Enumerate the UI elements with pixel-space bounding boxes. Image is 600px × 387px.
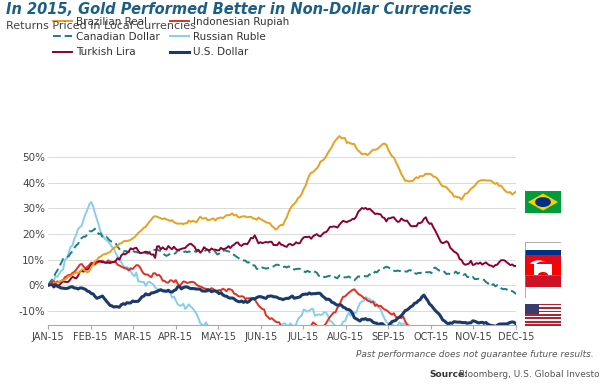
Russian Ruble [124, 265, 131, 269]
Canadian Dollar [496, 283, 503, 288]
Russian Ruble [479, 358, 486, 362]
Bar [552, 264, 561, 286]
Russian Ruble [240, 353, 247, 358]
Indonesian Rupiah [512, 365, 520, 370]
Bar [525, 316, 561, 317]
Canadian Dollar [44, 283, 52, 288]
Line: U.S. Dollar: U.S. Dollar [48, 284, 516, 329]
Text: Returns Priced in Local Currencies: Returns Priced in Local Currencies [6, 21, 196, 31]
Bar [525, 276, 561, 287]
Brazilian Real [232, 212, 239, 217]
Russian Ruble [317, 313, 324, 317]
Indonesian Rupiah [44, 283, 52, 288]
U.S. Dollar [124, 300, 131, 305]
Bar [525, 321, 561, 323]
U.S. Dollar [52, 282, 59, 287]
Turkish Lira [50, 285, 57, 290]
Bar [525, 307, 561, 309]
Bar [525, 309, 561, 310]
Canadian Dollar [370, 272, 377, 276]
Canadian Dollar [240, 258, 247, 263]
Text: Past performance does not guarantee future results.: Past performance does not guarantee futu… [356, 350, 594, 359]
Text: Bloomberg, U.S. Global Investors: Bloomberg, U.S. Global Investors [456, 370, 600, 378]
Russian Ruble [497, 347, 505, 351]
Indonesian Rupiah [104, 258, 112, 263]
Bar [525, 304, 539, 314]
Circle shape [535, 197, 551, 207]
Russian Ruble [234, 356, 241, 360]
U.S. Dollar [497, 322, 505, 326]
Circle shape [535, 262, 551, 271]
U.S. Dollar [240, 300, 247, 305]
U.S. Dollar [383, 326, 390, 331]
Turkish Lira [124, 251, 131, 255]
Brazilian Real [370, 147, 377, 152]
U.S. Dollar [44, 283, 52, 288]
Brazilian Real [44, 283, 52, 288]
Bar [525, 323, 561, 324]
Turkish Lira [317, 234, 324, 239]
Turkish Lira [497, 258, 505, 262]
Brazilian Real [121, 239, 128, 243]
Bar [525, 305, 561, 307]
Line: Brazilian Real: Brazilian Real [48, 136, 516, 285]
Bar [525, 250, 561, 257]
Indonesian Rupiah [240, 295, 247, 299]
Bar [525, 312, 561, 314]
Text: Source:: Source: [429, 370, 468, 378]
Bar [525, 319, 561, 321]
Russian Ruble [44, 283, 52, 288]
Canadian Dollar [512, 292, 520, 296]
Text: In 2015, Gold Performed Better in Non-Dollar Currencies: In 2015, Gold Performed Better in Non-Do… [6, 2, 472, 17]
Line: Russian Ruble: Russian Ruble [48, 202, 516, 360]
Turkish Lira [240, 242, 247, 247]
Brazilian Real [336, 134, 343, 138]
Bar [525, 324, 561, 326]
Bar [525, 314, 561, 316]
Line: Turkish Lira: Turkish Lira [48, 208, 516, 288]
Russian Ruble [88, 200, 95, 204]
U.S. Dollar [512, 322, 520, 326]
Turkish Lira [512, 264, 520, 268]
U.S. Dollar [317, 291, 324, 296]
Indonesian Rupiah [370, 300, 377, 304]
Circle shape [538, 272, 548, 278]
Bar [534, 264, 552, 286]
Circle shape [529, 260, 548, 272]
Bar [525, 264, 534, 286]
Indonesian Rupiah [124, 266, 131, 271]
Line: Indonesian Rupiah: Indonesian Rupiah [48, 260, 516, 368]
Brazilian Real [315, 163, 322, 168]
U.S. Dollar [234, 299, 241, 304]
Bar [525, 317, 561, 319]
Turkish Lira [234, 240, 241, 245]
U.S. Dollar [370, 320, 377, 325]
Polygon shape [528, 194, 558, 211]
Bar [525, 287, 561, 298]
Canadian Dollar [234, 255, 241, 260]
Indonesian Rupiah [317, 328, 324, 332]
Bar [525, 257, 561, 265]
Bar [525, 304, 561, 305]
Legend: Brazilian Real, Canadian Dollar, Turkish Lira, Indonesian Rupiah, Russian Ruble,: Brazilian Real, Canadian Dollar, Turkish… [53, 17, 289, 57]
Canadian Dollar [124, 249, 131, 254]
Indonesian Rupiah [234, 293, 241, 298]
Turkish Lira [371, 212, 379, 216]
Russian Ruble [512, 353, 520, 358]
Russian Ruble [370, 298, 377, 303]
Canadian Dollar [317, 274, 324, 279]
Brazilian Real [512, 190, 520, 194]
Turkish Lira [44, 283, 52, 288]
Bar [525, 242, 561, 250]
Brazilian Real [238, 214, 245, 219]
Brazilian Real [496, 183, 503, 188]
Indonesian Rupiah [496, 360, 503, 365]
Turkish Lira [362, 205, 369, 210]
Line: Canadian Dollar: Canadian Dollar [48, 229, 516, 294]
Canadian Dollar [91, 226, 98, 231]
Bar [525, 310, 561, 312]
